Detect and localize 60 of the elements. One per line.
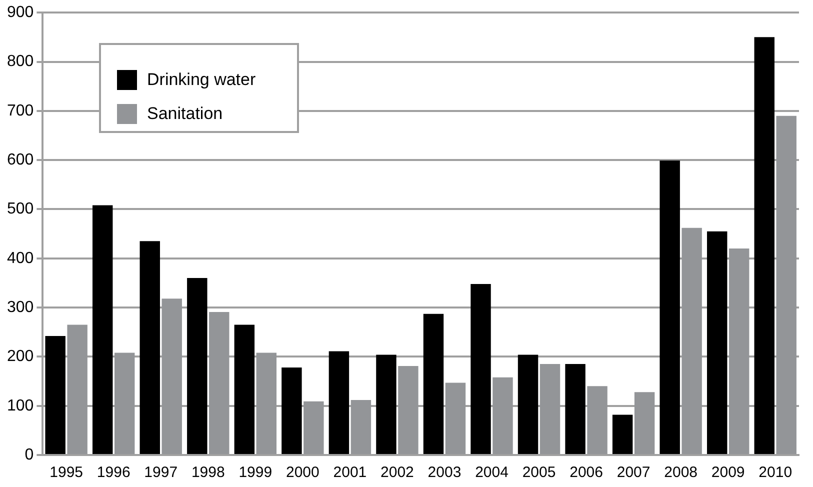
x-tick-label: 2004 (475, 464, 508, 482)
y-tick-label: 200 (6, 348, 34, 366)
y-tick-label: 400 (6, 250, 34, 267)
x-tick-label: 2000 (286, 464, 320, 482)
x-tick-label: 1999 (238, 464, 272, 482)
y-tick-label: 100 (6, 397, 34, 414)
bar (209, 312, 230, 454)
x-tick-label: 2009 (711, 464, 745, 482)
x-tick-label: 2002 (380, 464, 414, 482)
bar (256, 352, 277, 454)
bar (445, 382, 466, 454)
y-tick-label: 500 (6, 200, 34, 218)
x-tick-label: 2006 (570, 464, 603, 482)
bar (423, 314, 444, 454)
bar (754, 37, 774, 454)
bar (492, 377, 513, 454)
x-tick-label: 1997 (144, 464, 178, 482)
bar (328, 351, 350, 454)
y-tick-label: 900 (6, 4, 34, 22)
x-tick-label: 2010 (758, 464, 792, 482)
bar (114, 352, 135, 454)
bar (634, 392, 655, 454)
y-tick-label: 300 (6, 298, 34, 316)
bar (470, 284, 491, 454)
x-tick-label: 2003 (428, 464, 462, 482)
bar (587, 386, 608, 454)
bar (398, 366, 418, 454)
bar (304, 401, 324, 454)
x-tick-label: 2007 (616, 464, 650, 482)
legend-label: Drinking water (147, 70, 256, 90)
bar (660, 160, 680, 454)
bar (518, 354, 538, 454)
bar (376, 354, 396, 454)
bar (350, 400, 372, 454)
bar (612, 414, 633, 454)
y-tick-label: 0 (24, 446, 34, 464)
bar (540, 364, 560, 454)
x-tick-label: 2008 (664, 464, 698, 482)
y-tick-label: 700 (6, 102, 34, 120)
bar (140, 241, 160, 454)
bar (565, 364, 586, 454)
bar (67, 324, 88, 454)
bar (682, 228, 702, 454)
y-tick-label: 600 (6, 151, 34, 168)
y-tick-label: 800 (6, 53, 34, 70)
bar (776, 116, 796, 454)
x-tick-label: 1998 (191, 464, 225, 482)
bar (282, 368, 302, 454)
x-tick-label: 2001 (333, 464, 367, 482)
bar (162, 298, 182, 454)
bar (92, 205, 113, 454)
bar (45, 336, 66, 454)
x-tick-label: 1995 (50, 464, 84, 482)
bar (706, 231, 728, 454)
x-tick-label: 2005 (522, 464, 556, 482)
bar (234, 324, 255, 454)
bar (187, 278, 208, 454)
bar (728, 248, 750, 454)
x-tick-label: 1996 (96, 464, 130, 482)
legend-label: Sanitation (147, 104, 223, 124)
